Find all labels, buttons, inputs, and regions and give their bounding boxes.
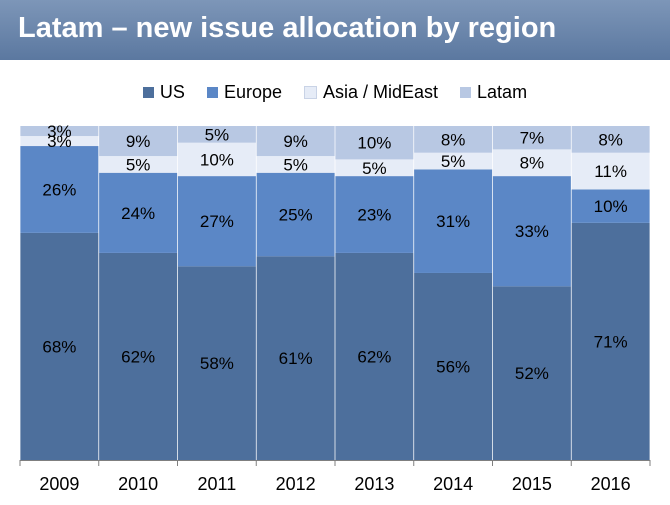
data-label-2009-asia-mideast: 3% <box>47 132 72 151</box>
x-tick-label-2016: 2016 <box>591 474 631 494</box>
data-label-2014-us: 56% <box>436 357 470 376</box>
x-tick-label-2009: 2009 <box>39 474 79 494</box>
data-label-2011-us: 58% <box>200 354 234 373</box>
bar-segment-2011-us <box>177 266 256 460</box>
data-label-2015-europe: 33% <box>515 222 549 241</box>
bar-segment-2014-europe <box>414 169 493 273</box>
bar-segment-2011-latam <box>177 126 256 143</box>
legend-swatch-europe <box>206 86 218 98</box>
bar-segment-2012-latam <box>256 126 335 157</box>
data-label-2014-asia-mideast: 5% <box>441 152 466 171</box>
data-label-2013-asia-mideast: 5% <box>362 159 387 178</box>
bar-segment-2009-europe <box>20 146 99 233</box>
data-label-2016-latam: 8% <box>598 130 623 149</box>
bar-segment-2015-europe <box>492 176 571 287</box>
legend-item-us: US <box>142 81 185 103</box>
bar-segment-2015-latam <box>492 126 571 150</box>
bar-segment-2012-europe <box>256 172 335 257</box>
legend-item-latam: Latam <box>460 82 527 103</box>
bar-segment-2013-europe <box>335 176 414 253</box>
legend-label-europe: Europe <box>223 81 282 102</box>
bar-segment-2010-europe <box>99 172 178 253</box>
bar-segment-2009-latam <box>20 126 99 137</box>
data-label-2010-latam: 9% <box>126 132 151 151</box>
data-label-2011-latam: 5% <box>205 125 230 144</box>
data-label-2010-europe: 24% <box>121 204 155 223</box>
chart-title: Latam – new issue allocation by region <box>18 12 557 44</box>
bar-segment-2014-asia-mideast <box>414 152 493 170</box>
data-label-2013-latam: 10% <box>357 134 391 153</box>
data-label-2016-asia-mideast: 11% <box>594 162 627 181</box>
bar-segment-2013-us <box>335 252 414 460</box>
data-label-2015-us: 52% <box>515 364 549 383</box>
data-label-2011-asia-mideast: 10% <box>200 150 234 169</box>
data-label-2011-europe: 27% <box>200 212 234 231</box>
bar-segment-2011-asia-mideast <box>177 142 256 177</box>
data-label-2016-us: 71% <box>594 332 628 351</box>
bar-segment-2009-us <box>20 232 99 460</box>
data-label-2015-asia-mideast: 8% <box>520 154 545 173</box>
data-label-2012-us: 61% <box>279 349 313 368</box>
data-label-2016-europe: 10% <box>594 197 628 216</box>
x-tick-label-2013: 2013 <box>354 474 394 494</box>
data-label-2014-europe: 31% <box>436 212 470 231</box>
legend-label-asia-mideast: Asia / MidEast <box>322 81 439 102</box>
bar-segment-2010-us <box>99 252 178 460</box>
bar-segment-2013-asia-mideast <box>335 159 414 177</box>
data-label-2012-latam: 9% <box>283 132 308 151</box>
data-label-2010-us: 62% <box>121 347 155 366</box>
data-label-2015-latam: 7% <box>520 129 545 148</box>
bar-segment-2016-europe <box>571 189 650 223</box>
bar-segment-2014-us <box>414 272 493 460</box>
x-tick-label-2010: 2010 <box>118 474 158 494</box>
bar-segment-2016-latam <box>571 126 650 153</box>
legend-label-latam: Latam <box>477 81 528 102</box>
data-label-2009-latam: 3% <box>47 122 72 141</box>
legend-swatch-latam <box>460 86 472 98</box>
data-label-2009-us: 68% <box>42 337 76 356</box>
legend-item-asia-mideast: Asia / MidEast <box>303 81 439 103</box>
x-tick-label-2015: 2015 <box>512 474 552 494</box>
bar-segment-2015-us <box>492 286 571 460</box>
x-tick-label-2014: 2014 <box>433 474 473 494</box>
legend-swatch-asia-mideast <box>303 85 317 99</box>
data-label-2014-latam: 8% <box>441 130 466 149</box>
bar-segment-2012-us <box>256 256 335 460</box>
bar-segment-2014-latam <box>414 126 493 153</box>
data-label-2012-asia-mideast: 5% <box>283 155 308 174</box>
legend-swatch-us <box>142 86 154 98</box>
bar-segment-2011-europe <box>177 176 256 267</box>
bar-segment-2010-asia-mideast <box>99 156 178 173</box>
data-label-2012-europe: 25% <box>279 206 313 225</box>
title-bar: Latam – new issue allocation by region <box>0 0 670 60</box>
bar-segment-2010-latam <box>99 126 178 157</box>
data-label-2010-asia-mideast: 5% <box>126 155 151 174</box>
bar-segment-2016-us <box>571 222 650 460</box>
bar-segment-2012-asia-mideast <box>256 156 335 173</box>
bar-segment-2016-asia-mideast <box>571 152 650 190</box>
bar-segment-2013-latam <box>335 126 414 160</box>
data-label-2013-europe: 23% <box>357 206 391 225</box>
bar-segment-2009-asia-mideast <box>20 136 99 147</box>
legend-item-europe: Europe <box>206 81 282 103</box>
legend-label-us: US <box>159 81 185 102</box>
data-label-2009-europe: 26% <box>42 180 76 199</box>
bar-segment-2015-asia-mideast <box>492 149 571 177</box>
x-tick-label-2011: 2011 <box>198 474 237 494</box>
x-tick-label-2012: 2012 <box>276 474 316 494</box>
data-label-2013-us: 62% <box>357 347 391 366</box>
chart-legend: US Europe Asia / MidEast Latam <box>0 80 670 104</box>
